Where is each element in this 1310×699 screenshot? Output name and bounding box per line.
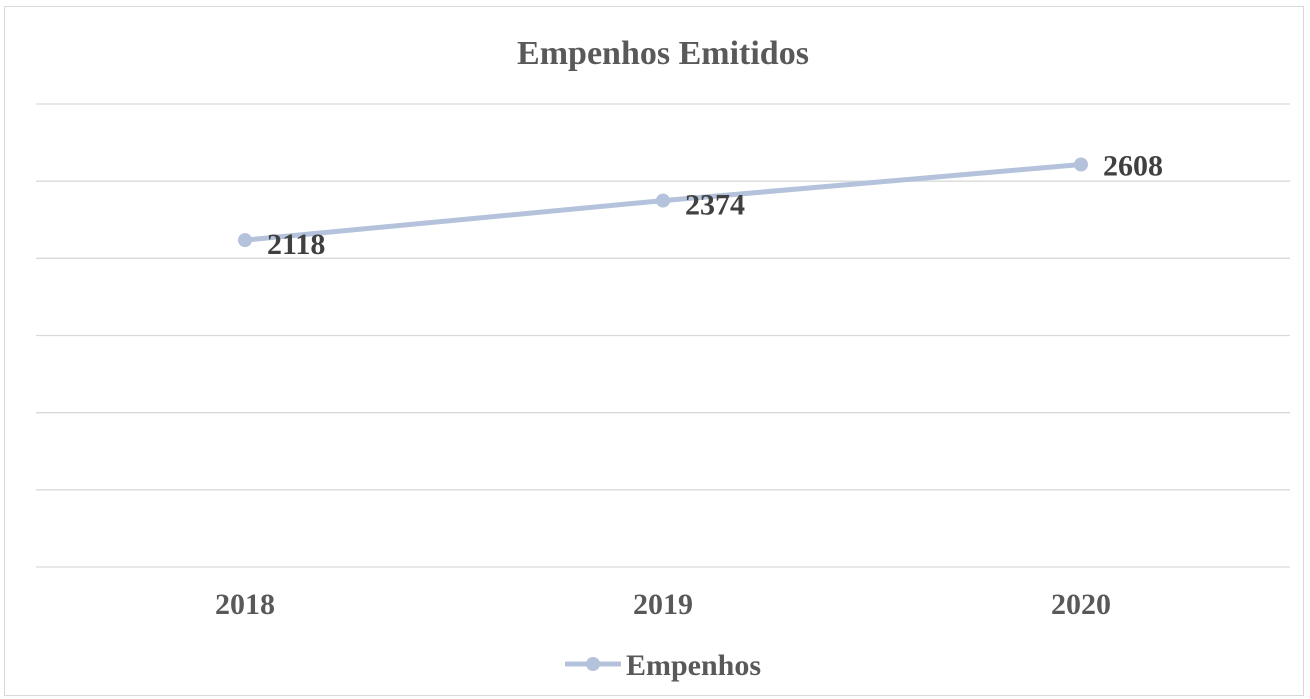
data-point [1074, 157, 1088, 172]
data-labels: 2118 2374 2608 [267, 149, 1163, 261]
series-empenhos [238, 157, 1088, 248]
legend-series-marker [586, 657, 600, 671]
gridlines [36, 103, 1290, 568]
data-point [656, 193, 670, 208]
x-axis-tick-labels: 2018 2019 2020 [215, 588, 1111, 621]
x-tick-label: 2018 [215, 588, 275, 621]
data-point [238, 233, 252, 248]
legend: Empenhos [565, 649, 761, 682]
data-label: 2374 [685, 189, 745, 222]
chart-frame [4, 6, 1304, 696]
data-label: 2608 [1103, 149, 1163, 182]
data-label: 2118 [267, 228, 325, 261]
x-tick-label: 2019 [633, 588, 693, 621]
x-tick-label: 2020 [1051, 588, 1111, 621]
chart-title: Empenhos Emitidos [517, 35, 809, 72]
legend-series-label: Empenhos [626, 649, 761, 682]
